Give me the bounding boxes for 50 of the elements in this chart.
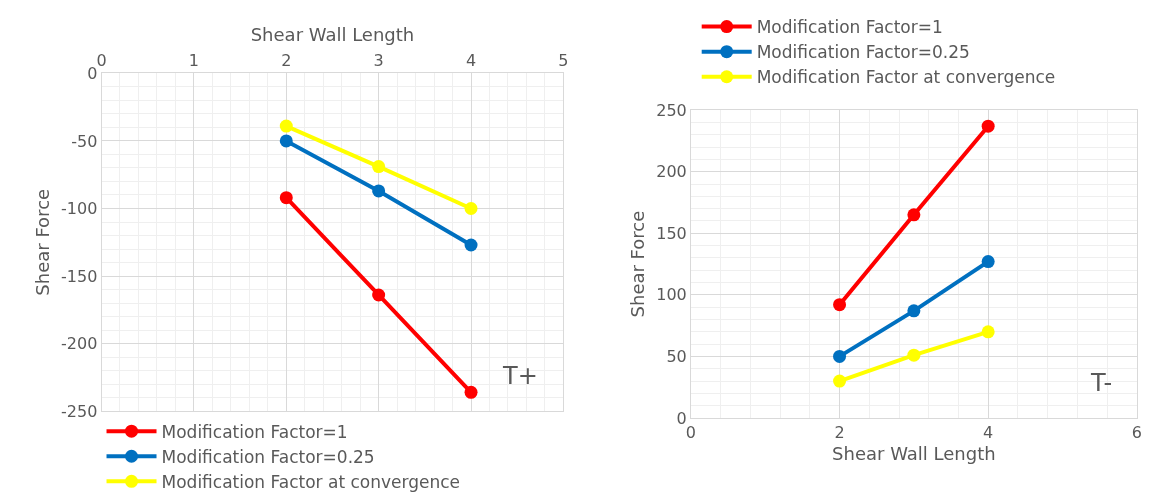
x-axis-title: Shear Wall Length <box>832 443 996 465</box>
point <box>981 255 995 269</box>
point <box>907 348 921 362</box>
y-tick-label: -250 <box>61 401 98 421</box>
legend-label: Modification Factor=0.25 <box>161 446 375 467</box>
point <box>279 119 293 133</box>
x-tick-label: 2 <box>834 423 845 443</box>
point <box>464 238 478 252</box>
y-tick-label: 0 <box>87 63 98 83</box>
y-tick-label: 250 <box>656 100 687 120</box>
y-tick-label: 50 <box>666 347 687 367</box>
point <box>279 134 293 148</box>
y-tick-label: -100 <box>61 199 98 219</box>
x-tick-label: 5 <box>558 50 569 70</box>
point <box>279 191 293 205</box>
y-tick-label: 200 <box>656 162 687 182</box>
y-tick-label: 150 <box>656 223 687 243</box>
point <box>833 349 847 363</box>
point <box>833 298 847 312</box>
x-tick-label: 6 <box>1131 423 1142 443</box>
x-tick-label: 2 <box>281 50 292 70</box>
point <box>464 202 478 215</box>
legend-label: Modification Factor at convergence <box>161 472 461 492</box>
point <box>372 184 386 198</box>
y-tick-label: 100 <box>656 285 687 305</box>
point <box>907 304 921 318</box>
point <box>981 325 995 339</box>
x-tick-label: 1 <box>188 50 199 70</box>
y-axis-title: Shear Force <box>32 188 54 296</box>
y-tick-label: -150 <box>61 266 98 286</box>
x-tick-label: 4 <box>983 423 994 443</box>
point <box>833 374 847 388</box>
legend-label: Modification Factor=1 <box>756 17 943 38</box>
legend-label: Modification Factor at convergence <box>756 67 1056 88</box>
point <box>907 208 921 222</box>
y-tick-label: 0 <box>676 408 687 428</box>
y-axis-title: Shear Force <box>627 210 649 318</box>
point <box>464 385 478 399</box>
legend-label: Modification Factor=1 <box>161 421 348 442</box>
x-tick-label: 3 <box>373 50 384 70</box>
legend-label: Modification Factor=0.25 <box>756 42 970 63</box>
x-tick-label: 4 <box>465 50 477 70</box>
x-axis-title: Shear Wall Length <box>250 24 415 46</box>
point <box>981 119 995 133</box>
y-tick-label: -200 <box>61 334 98 354</box>
annotation: T- <box>1090 369 1113 397</box>
annotation: T+ <box>502 362 538 390</box>
point <box>372 160 386 174</box>
y-tick-label: -50 <box>71 131 98 151</box>
point <box>372 288 386 302</box>
